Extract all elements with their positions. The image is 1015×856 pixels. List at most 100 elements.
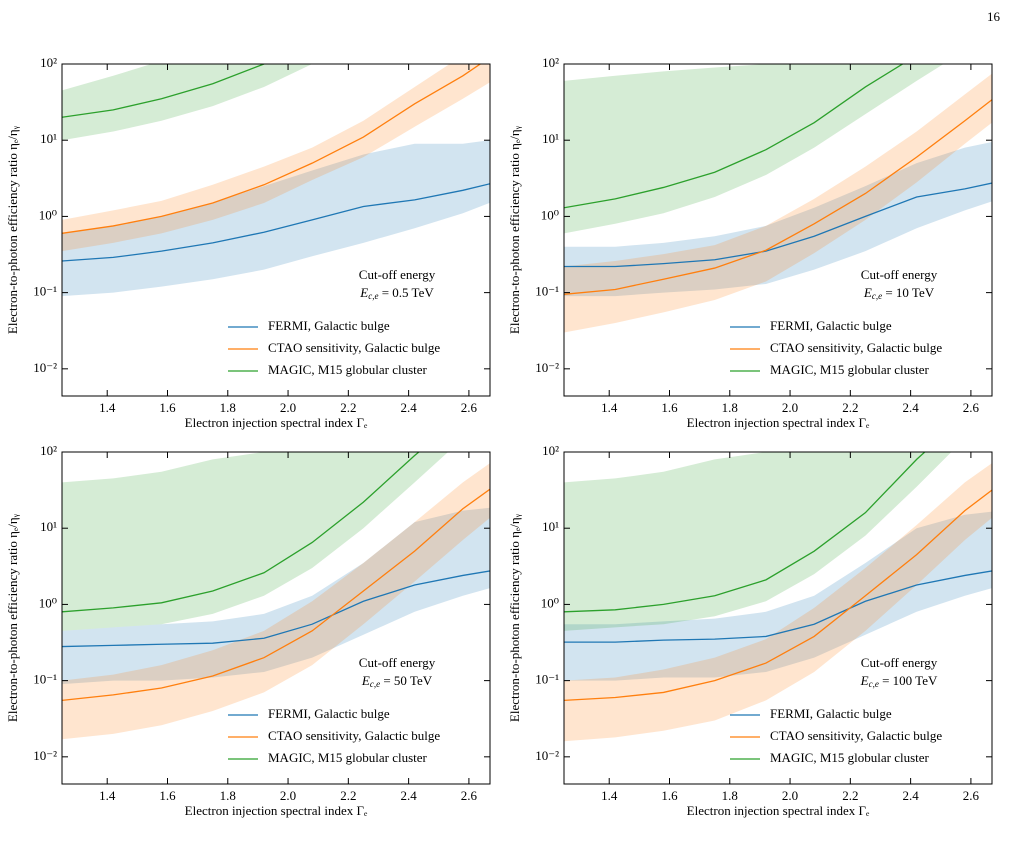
annotation-energy: Ec,e = 100 TeV xyxy=(860,673,938,689)
x-axis-title: Electron injection spectral index Γₑ xyxy=(687,415,870,430)
plot-area xyxy=(62,452,490,740)
energy-value: = 100 TeV xyxy=(879,673,938,688)
annotation-energy: Ec,e = 50 TeV xyxy=(361,673,433,689)
y-tick-label: 10⁻¹ xyxy=(33,284,57,299)
series-line xyxy=(62,183,490,262)
x-tick-label: 1.8 xyxy=(220,400,236,415)
x-tick-label: 2.4 xyxy=(902,788,919,803)
annotation-energy: Ec,e = 10 TeV xyxy=(863,285,935,301)
y-tick-label: 10⁻¹ xyxy=(535,284,559,299)
x-tick-label: 2.6 xyxy=(461,788,478,803)
series-line xyxy=(62,64,482,234)
series-line xyxy=(62,452,420,613)
x-tick-label: 1.8 xyxy=(220,788,236,803)
series-line xyxy=(564,570,992,643)
energy-symbol: E xyxy=(359,285,368,300)
plot-area xyxy=(62,64,490,297)
band xyxy=(564,64,944,234)
y-axis-title: Electron-to-photon efficiency ratio ηₑ/η… xyxy=(507,125,523,334)
x-tick-label: 2.0 xyxy=(782,400,798,415)
y-tick-label: 10⁻² xyxy=(33,360,57,375)
y-tick-label: 10² xyxy=(542,443,559,458)
energy-subscript: c,e xyxy=(869,679,879,689)
band xyxy=(62,140,490,297)
x-tick-label: 1.4 xyxy=(601,788,618,803)
y-tick-label: 10⁻² xyxy=(33,748,57,763)
x-axis-title: Electron injection spectral index Γₑ xyxy=(185,803,368,818)
legend-label: MAGIC, M15 globular cluster xyxy=(268,362,428,377)
band xyxy=(62,463,490,740)
series-line xyxy=(564,489,992,702)
x-tick-label: 2.2 xyxy=(340,400,356,415)
annotation: Cut-off energy xyxy=(359,267,436,282)
axes-frame xyxy=(563,451,993,785)
legend-label: CTAO sensitivity, Galactic bulge xyxy=(268,340,440,355)
energy-subscript: c,e xyxy=(872,291,882,301)
legend-label: CTAO sensitivity, Galactic bulge xyxy=(770,728,942,743)
legend-label: FERMI, Galactic bulge xyxy=(770,706,892,721)
y-tick-label: 10² xyxy=(40,443,57,458)
x-tick-label: 1.6 xyxy=(661,400,678,415)
x-tick-label: 1.6 xyxy=(661,788,678,803)
y-tick-label: 10⁻² xyxy=(535,748,559,763)
y-tick-label: 10¹ xyxy=(542,131,559,146)
x-tick-label: 1.6 xyxy=(159,400,176,415)
legend-label: FERMI, Galactic bulge xyxy=(770,318,892,333)
series-line xyxy=(564,182,992,268)
energy-value: = 0.5 TeV xyxy=(378,285,434,300)
y-tick-label: 10⁰ xyxy=(39,207,57,222)
x-tick-label: 2.6 xyxy=(963,788,980,803)
axes-frame xyxy=(61,451,491,785)
plot-area xyxy=(564,452,992,742)
x-tick-label: 1.8 xyxy=(722,400,738,415)
legend-label: FERMI, Galactic bulge xyxy=(268,318,390,333)
x-tick-label: 2.6 xyxy=(461,400,478,415)
y-tick-label: 10⁰ xyxy=(541,207,559,222)
band xyxy=(564,73,992,333)
y-tick-label: 10⁰ xyxy=(39,595,57,610)
energy-symbol: E xyxy=(863,285,872,300)
band xyxy=(564,463,992,742)
axes-frame xyxy=(563,63,993,397)
y-tick-label: 10¹ xyxy=(542,519,559,534)
band xyxy=(62,507,490,685)
x-tick-label: 1.4 xyxy=(601,400,618,415)
y-tick-label: 10⁻¹ xyxy=(535,672,559,687)
series-line xyxy=(564,64,904,209)
x-axis-title: Electron injection spectral index Γₑ xyxy=(687,803,870,818)
energy-symbol: E xyxy=(860,673,869,688)
x-tick-label: 2.4 xyxy=(902,400,919,415)
x-tick-label: 2.0 xyxy=(782,788,798,803)
annotation-energy: Ec,e = 0.5 TeV xyxy=(359,285,434,301)
legend-label: CTAO sensitivity, Galactic bulge xyxy=(770,340,942,355)
energy-subscript: c,e xyxy=(370,679,380,689)
energy-subscript: c,e xyxy=(368,291,378,301)
series-line xyxy=(62,488,490,702)
band xyxy=(564,511,992,681)
x-axis-title: Electron injection spectral index Γₑ xyxy=(185,415,368,430)
axes-frame xyxy=(61,63,491,397)
y-tick-label: 10⁰ xyxy=(541,595,559,610)
x-tick-label: 1.4 xyxy=(99,788,116,803)
x-tick-label: 2.0 xyxy=(280,400,296,415)
band xyxy=(564,452,952,631)
band xyxy=(62,452,449,631)
energy-value: = 10 TeV xyxy=(882,285,935,300)
y-axis-title: Electron-to-photon efficiency ratio ηₑ/η… xyxy=(5,125,21,334)
x-tick-label: 1.6 xyxy=(159,788,176,803)
x-tick-label: 2.0 xyxy=(280,788,296,803)
band xyxy=(62,64,313,141)
annotation: Cut-off energy xyxy=(861,655,938,670)
x-tick-label: 2.4 xyxy=(400,400,417,415)
legend-label: MAGIC, M15 globular cluster xyxy=(268,750,428,765)
x-tick-label: 2.2 xyxy=(842,400,858,415)
series-line xyxy=(62,64,266,118)
band xyxy=(564,142,992,297)
legend-label: FERMI, Galactic bulge xyxy=(268,706,390,721)
series-line xyxy=(564,452,926,613)
x-tick-label: 1.8 xyxy=(722,788,738,803)
plot-area xyxy=(564,64,992,333)
y-tick-label: 10⁻² xyxy=(535,360,559,375)
y-tick-label: 10² xyxy=(40,55,57,70)
